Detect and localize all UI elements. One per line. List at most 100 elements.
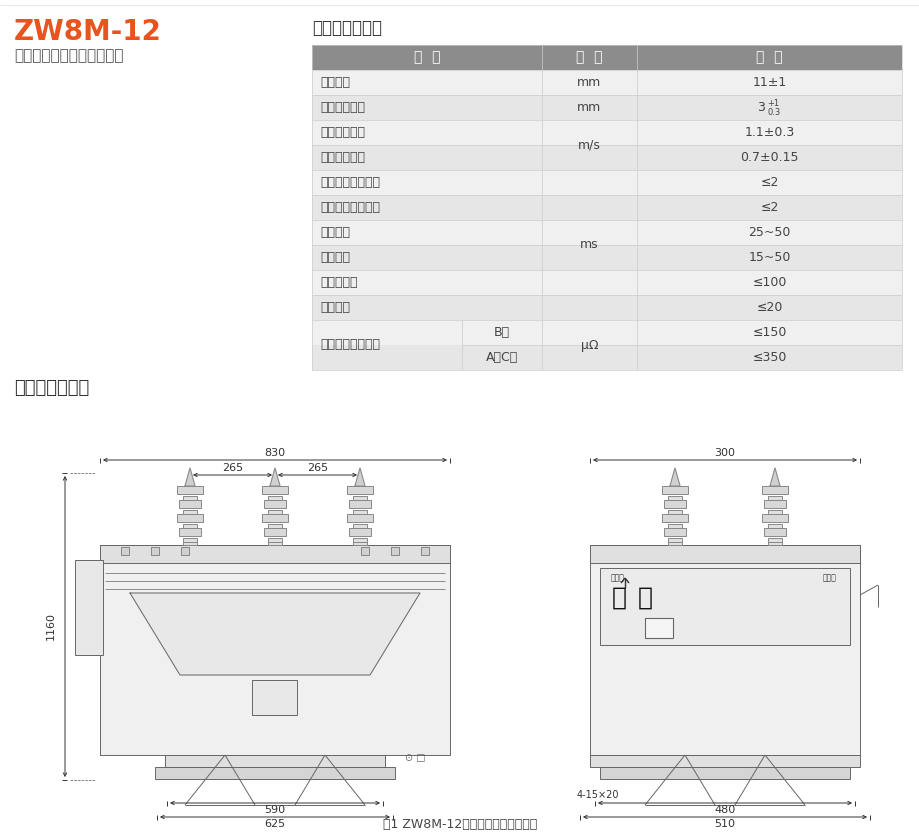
Text: 未储能: 未储能 xyxy=(823,574,836,582)
Text: 4-15×20: 4-15×20 xyxy=(576,790,618,800)
Bar xyxy=(312,245,901,270)
Text: ≤350: ≤350 xyxy=(752,351,786,364)
Text: 265: 265 xyxy=(307,463,328,473)
Bar xyxy=(176,486,203,494)
Bar xyxy=(589,545,859,755)
Bar xyxy=(183,510,197,514)
Bar xyxy=(267,542,282,545)
Bar xyxy=(589,545,859,563)
Bar xyxy=(644,618,673,638)
Bar xyxy=(761,486,788,494)
Text: ≤2: ≤2 xyxy=(759,176,777,189)
Bar xyxy=(353,538,367,542)
Text: 分: 分 xyxy=(611,586,627,610)
Bar xyxy=(267,538,282,542)
Bar xyxy=(348,500,370,508)
Text: 1.1±0.3: 1.1±0.3 xyxy=(743,126,794,139)
Bar xyxy=(667,538,681,542)
Bar xyxy=(165,755,384,767)
Text: 510: 510 xyxy=(714,819,734,829)
Polygon shape xyxy=(669,468,679,486)
Bar xyxy=(312,95,901,120)
Bar xyxy=(262,486,288,494)
Bar xyxy=(312,170,901,195)
Bar xyxy=(767,542,781,545)
Bar xyxy=(589,755,859,767)
Text: ≤2: ≤2 xyxy=(759,201,777,214)
Bar xyxy=(183,496,197,500)
Bar xyxy=(312,70,901,95)
Text: ZW8M-12: ZW8M-12 xyxy=(14,18,162,46)
Bar xyxy=(767,510,781,514)
Bar xyxy=(252,680,297,715)
Text: ≤150: ≤150 xyxy=(752,326,786,339)
Bar xyxy=(360,547,369,555)
Text: 265: 265 xyxy=(221,463,243,473)
Text: 触头接触行程: 触头接触行程 xyxy=(320,101,365,114)
Bar xyxy=(767,524,781,528)
Bar xyxy=(353,510,367,514)
Text: ms: ms xyxy=(580,238,598,252)
Text: 分闸时间: 分闸时间 xyxy=(320,251,349,264)
Text: 已储能: 已储能 xyxy=(610,574,624,582)
Text: 合: 合 xyxy=(637,586,652,610)
Polygon shape xyxy=(185,468,195,486)
Text: ≤20: ≤20 xyxy=(755,301,782,314)
Bar xyxy=(312,195,901,220)
Bar xyxy=(267,524,282,528)
Bar xyxy=(176,514,203,522)
Bar xyxy=(667,524,681,528)
Text: 625: 625 xyxy=(264,819,285,829)
Text: 590: 590 xyxy=(264,805,285,815)
Text: 1160: 1160 xyxy=(46,612,56,640)
Text: ≤100: ≤100 xyxy=(752,276,786,289)
Text: 0.7±0.15: 0.7±0.15 xyxy=(740,151,798,164)
Bar xyxy=(262,514,288,522)
Bar xyxy=(264,500,286,508)
Bar xyxy=(179,528,200,536)
Text: 各相导电回路电阔: 各相导电回路电阔 xyxy=(320,338,380,352)
Text: 830: 830 xyxy=(264,448,285,458)
Bar xyxy=(353,496,367,500)
Text: 25~50: 25~50 xyxy=(747,226,789,239)
Bar xyxy=(353,524,367,528)
Bar xyxy=(267,510,282,514)
Text: 触头合闸弹跳时间: 触头合闸弹跳时间 xyxy=(320,176,380,189)
Text: 燃弧时间: 燃弧时间 xyxy=(320,301,349,314)
Bar xyxy=(154,767,394,779)
Bar xyxy=(100,545,449,755)
Bar xyxy=(761,514,788,522)
Bar xyxy=(763,500,785,508)
Bar xyxy=(179,500,200,508)
Text: 单  位: 单 位 xyxy=(575,50,602,65)
Bar xyxy=(312,45,901,70)
Text: μΩ: μΩ xyxy=(580,338,597,352)
Text: 480: 480 xyxy=(713,805,735,815)
Text: 三相分闸不同期性: 三相分闸不同期性 xyxy=(320,201,380,214)
Text: mm: mm xyxy=(577,76,601,89)
Text: 15~50: 15~50 xyxy=(747,251,789,264)
Bar xyxy=(121,547,129,555)
Bar xyxy=(348,528,370,536)
Bar xyxy=(391,547,399,555)
Text: 户外永磁式高压真空断路器: 户外永磁式高压真空断路器 xyxy=(14,49,123,64)
Bar xyxy=(664,528,686,536)
Polygon shape xyxy=(269,468,279,486)
Bar xyxy=(312,145,901,170)
Bar xyxy=(183,538,197,542)
Text: +1: +1 xyxy=(766,99,778,108)
Bar xyxy=(421,547,428,555)
Text: B相: B相 xyxy=(494,326,509,339)
Bar xyxy=(763,528,785,536)
Bar xyxy=(767,496,781,500)
Bar xyxy=(267,496,282,500)
Text: 数  据: 数 据 xyxy=(755,50,782,65)
Bar xyxy=(100,545,449,563)
Text: 机械特性参数表: 机械特性参数表 xyxy=(312,19,381,37)
Bar xyxy=(312,220,901,245)
Text: 名  称: 名 称 xyxy=(414,50,440,65)
Bar xyxy=(346,514,372,522)
Text: 合闸时间: 合闸时间 xyxy=(320,226,349,239)
Bar xyxy=(312,295,901,320)
Text: 触头开距: 触头开距 xyxy=(320,76,349,89)
